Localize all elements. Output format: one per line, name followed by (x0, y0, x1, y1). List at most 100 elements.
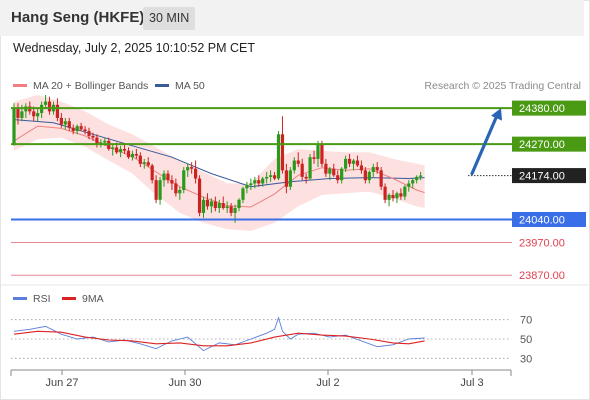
candle-body (308, 157, 312, 179)
candle-body (182, 170, 186, 190)
candle-body (407, 183, 411, 187)
candle (138, 152, 142, 168)
candle-body (20, 111, 24, 118)
candle (363, 167, 367, 184)
candle-body (134, 153, 138, 156)
candle-body (201, 199, 206, 213)
candle (194, 160, 198, 184)
candle (265, 171, 269, 184)
candle (166, 170, 170, 184)
candle-body (253, 180, 257, 184)
legend-ma50-label: MA 50 (175, 80, 205, 92)
candle (43, 95, 48, 109)
candle-body (79, 126, 83, 130)
candle (16, 103, 20, 125)
arrow-head (491, 108, 503, 121)
candle-body (91, 135, 95, 138)
candle-body (304, 176, 308, 179)
candle-body (12, 108, 16, 145)
level-label: 23870.00 (519, 270, 565, 282)
level-label: 24270.00 (519, 139, 565, 151)
candle (221, 196, 225, 210)
candle (213, 196, 217, 212)
candle-body (344, 158, 348, 169)
level-tag (512, 136, 586, 152)
candle (391, 190, 395, 202)
candle-body (312, 157, 316, 159)
candle (261, 176, 265, 187)
level-24270.00: 24270.00 (11, 136, 586, 152)
candle-body (237, 199, 241, 209)
candle-body (245, 185, 249, 189)
candle (332, 163, 336, 177)
candle-body (359, 165, 364, 171)
candle (403, 185, 407, 200)
interval-button[interactable]: 30 MIN (143, 7, 196, 30)
candle (340, 167, 344, 184)
candle (415, 175, 419, 184)
candle-body (403, 186, 407, 197)
candle (201, 196, 206, 218)
candle-body (375, 167, 379, 171)
candle (182, 167, 186, 194)
candle-body (292, 160, 296, 171)
candle-body (265, 176, 269, 179)
candle-body (55, 104, 60, 118)
candle (249, 178, 253, 190)
candle-body (95, 137, 99, 145)
candle-body (241, 188, 245, 200)
level-tag (512, 211, 586, 227)
candle-body (205, 199, 210, 207)
candle-body (269, 175, 273, 177)
level-23970.00: 23970.00 (11, 237, 565, 249)
rsi-swatch (13, 296, 27, 300)
candle-body (257, 180, 261, 184)
candle-body (158, 180, 162, 200)
candle-body (419, 175, 423, 177)
candle (87, 127, 91, 140)
legend-rsi: RSI (13, 293, 51, 305)
candle-body (336, 175, 340, 181)
candle (130, 150, 135, 161)
candle (12, 103, 16, 146)
candle-body (209, 201, 213, 207)
candle (320, 140, 324, 168)
candle-body (162, 173, 166, 181)
arrow-shaft (470, 111, 500, 176)
candle-body (36, 113, 40, 117)
candle-body (75, 126, 79, 132)
candle (237, 198, 241, 212)
candles (12, 95, 423, 223)
candle-body (332, 168, 336, 176)
candle-body (118, 149, 123, 153)
legend-bollinger: MA 20 + Bollinger Bands (13, 80, 148, 92)
candle (395, 191, 399, 204)
candle (407, 180, 411, 192)
candle-body (288, 170, 292, 187)
candle (197, 175, 202, 217)
candle-body (174, 183, 178, 194)
candle-body (213, 201, 217, 209)
candle-body (126, 150, 131, 158)
candle (304, 173, 308, 184)
current-price: 24174.00 (468, 168, 586, 184)
candle-body (411, 180, 415, 184)
candle (257, 175, 261, 187)
candle (71, 124, 75, 135)
candle (95, 134, 99, 148)
level-label: 24380.00 (519, 103, 565, 115)
candle-body (130, 153, 135, 158)
candle-body (351, 160, 356, 164)
x-tick-label: Jun 27 (45, 377, 78, 389)
candle (178, 186, 182, 200)
level-24380.00: 24380.00 (11, 100, 586, 116)
candle-body (225, 206, 229, 209)
candle-body (324, 163, 328, 174)
candle-body (261, 178, 265, 184)
candle-body (316, 144, 320, 159)
projection-arrow (470, 108, 503, 176)
x-tick-label: Jul 3 (460, 377, 483, 389)
candle-body (379, 170, 383, 187)
candle-body (415, 176, 419, 181)
legend-rsi-label: RSI (33, 293, 51, 305)
